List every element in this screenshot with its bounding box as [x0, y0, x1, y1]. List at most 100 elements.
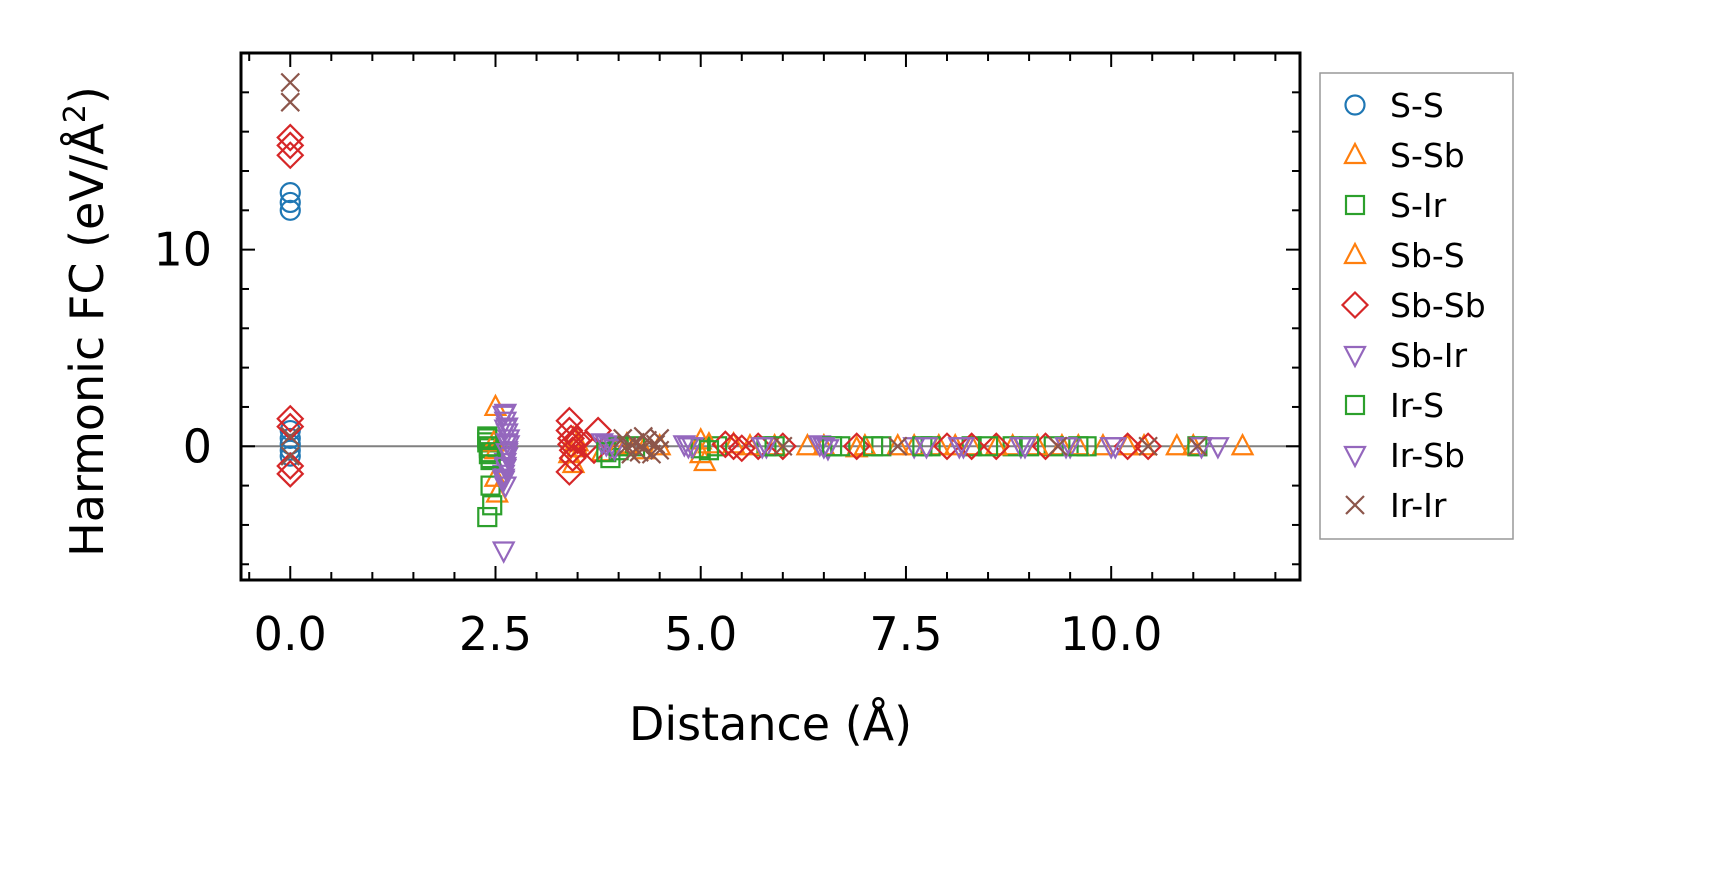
- point-ir-s: [698, 440, 720, 461]
- legend-label: Sb-Sb: [1390, 286, 1486, 325]
- point-sb-ir: [1206, 437, 1230, 460]
- point-sb-sb: [276, 123, 305, 152]
- y-tick-label: 10: [153, 223, 212, 277]
- legend-marker-ir-sb: [1343, 445, 1367, 469]
- point-ir-ir: [887, 436, 908, 457]
- point-ir-sb: [750, 437, 775, 460]
- point-sb-sb: [276, 141, 305, 170]
- legend-item: S-Ir: [1344, 186, 1447, 225]
- point-ir-sb: [676, 437, 701, 460]
- point-ir-ir: [621, 444, 641, 464]
- point-sb-sb: [555, 457, 584, 486]
- point-sb-sb: [727, 434, 756, 463]
- point-sb-ir: [807, 435, 832, 458]
- point-ir-ir: [645, 434, 666, 455]
- x-tick-label: 7.5: [869, 607, 942, 661]
- point-ir-sb: [491, 405, 516, 429]
- legend-label: S-S: [1390, 86, 1444, 125]
- axes: 0.0 2.5 5.0 7.5 10.0 0 10: [153, 51, 1302, 661]
- point-ir-s: [1068, 436, 1089, 457]
- legend-item: Ir-Sb: [1343, 436, 1465, 475]
- point-sb-ir: [493, 411, 518, 435]
- point-ir-sb: [594, 435, 619, 458]
- y-tick-label: 0: [183, 419, 212, 473]
- x-tick-label: 10.0: [1060, 607, 1162, 661]
- point-s-ir: [477, 506, 498, 528]
- point-s-s: [279, 445, 301, 467]
- legend-label: Sb-S: [1390, 236, 1465, 275]
- series-sb-ir: [491, 403, 1230, 564]
- point-ir-sb: [812, 437, 836, 460]
- point-sb-ir: [491, 541, 516, 564]
- point-sb-sb: [1134, 432, 1163, 461]
- y-axis-label: Harmonic FC (eV/Å2): [58, 86, 114, 557]
- point-ir-sb: [602, 439, 627, 462]
- point-ir-ir: [1048, 436, 1068, 457]
- plot-frame: [239, 51, 1302, 582]
- legend-marker-s-s: [1344, 94, 1366, 116]
- point-s-s: [279, 439, 301, 461]
- point-sb-sb: [276, 404, 305, 433]
- point-sb-s: [795, 432, 820, 456]
- point-sb-sb: [982, 432, 1011, 461]
- y-axis-label-superscript: 2: [58, 104, 93, 123]
- point-ir-ir: [280, 92, 301, 112]
- y-axis-label-main: Harmonic FC (eV/Å: [60, 123, 114, 557]
- point-sb-sb: [556, 430, 586, 459]
- legend-marker-s-sb: [1343, 141, 1367, 165]
- point-ir-sb: [493, 456, 518, 480]
- point-ir-ir: [649, 440, 670, 460]
- point-s-sb: [561, 450, 586, 474]
- legend-marker-s-ir: [1344, 194, 1366, 216]
- series-ir-sb: [491, 405, 1214, 492]
- legend-label: S-Ir: [1390, 186, 1447, 225]
- point-ir-s: [477, 428, 498, 449]
- legend-item: S-Sb: [1343, 136, 1465, 175]
- x-axis-label: Distance (Å): [629, 697, 912, 751]
- point-ir-sb: [914, 437, 939, 460]
- point-ir-sb: [1013, 437, 1037, 460]
- point-sb-sb: [276, 412, 305, 441]
- point-sb-sb: [276, 131, 305, 160]
- point-ir-sb: [491, 468, 516, 492]
- legend-marker-sb-ir: [1343, 345, 1367, 369]
- point-s-sb: [885, 432, 910, 456]
- point-ir-sb: [493, 419, 518, 442]
- point-s-s: [279, 182, 301, 204]
- point-sb-ir: [491, 464, 516, 488]
- point-ir-sb: [495, 443, 519, 466]
- series-ir-ir: [280, 72, 1208, 466]
- point-sb-ir: [672, 435, 697, 458]
- point-ir-sb: [1103, 437, 1128, 460]
- point-ir-ir: [280, 426, 301, 447]
- legend-item: Sb-Ir: [1343, 336, 1468, 375]
- point-ir-s: [977, 436, 999, 457]
- point-s-ir: [1043, 436, 1064, 457]
- point-sb-sb: [558, 444, 587, 473]
- point-s-sb: [693, 448, 717, 472]
- point-ir-ir: [625, 432, 645, 453]
- x-tick-label: 2.5: [459, 607, 532, 661]
- point-s-sb: [844, 434, 869, 458]
- point-s-sb: [1230, 432, 1255, 456]
- legend-item: Sb-Sb: [1340, 286, 1486, 325]
- legend-item: Sb-S: [1343, 236, 1465, 275]
- legend-marker-sb-sb: [1340, 290, 1370, 320]
- x-tick-label: 5.0: [664, 607, 737, 661]
- point-ir-ir: [280, 446, 301, 466]
- point-sb-sb: [276, 451, 305, 481]
- point-ir-ir: [1187, 436, 1208, 457]
- point-ir-s: [863, 436, 884, 457]
- point-s-s: [279, 427, 301, 450]
- point-sb-sb: [719, 432, 748, 461]
- legend: S-S S-Sb S-Ir Sb-S Sb-Sb Sb-Ir Ir-S Ir-Sb Ir-Ir: [1319, 72, 1514, 540]
- point-s-ir: [482, 495, 503, 516]
- legend-marker-ir-s: [1344, 394, 1366, 416]
- point-ir-ir: [773, 436, 793, 457]
- point-s-s: [279, 199, 301, 221]
- legend-marker-sb-s: [1343, 241, 1367, 265]
- point-sb-sb: [556, 424, 586, 453]
- point-ir-ir: [1138, 436, 1158, 457]
- legend-label: Sb-Ir: [1390, 336, 1468, 375]
